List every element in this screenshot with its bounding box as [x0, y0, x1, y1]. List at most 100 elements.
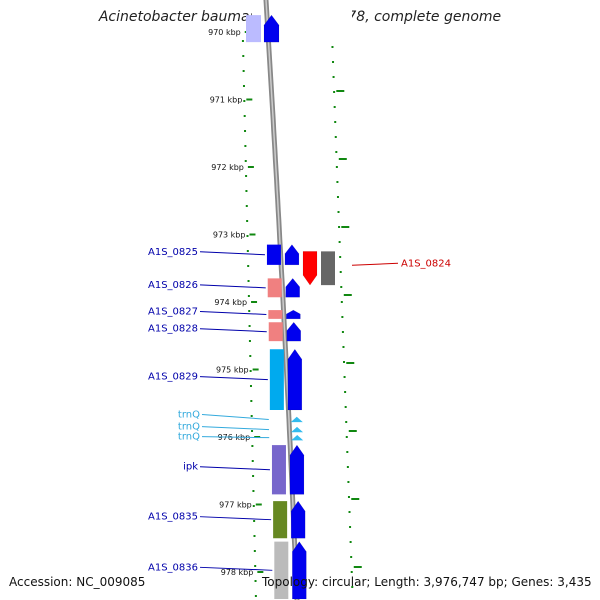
- right-track-dot: [348, 511, 351, 513]
- gene-leader-line: [199, 566, 273, 571]
- left-track-dot: [244, 160, 247, 162]
- right-track-dot: [339, 271, 342, 273]
- gene-label[interactable]: A1S_0827: [148, 306, 198, 317]
- gene-arrow-A1S_0826[interactable]: [285, 277, 300, 298]
- gene-cds-ipk[interactable]: [271, 445, 286, 495]
- right-track-dot: [351, 586, 354, 588]
- left-track-dot: [252, 490, 255, 492]
- right-track-dot: [350, 571, 353, 573]
- gene-arrow-trnQ[interactable]: [291, 426, 304, 433]
- gene-arrow-A1S_0824[interactable]: [302, 251, 318, 286]
- right-track-dash: [338, 158, 347, 160]
- right-track-dot: [342, 346, 345, 348]
- right-track-dot: [337, 211, 340, 213]
- right-track-dot: [343, 376, 346, 378]
- tick-mark: [257, 571, 264, 573]
- tick-mark: [252, 368, 259, 371]
- gene-arrow-trnQ[interactable]: [291, 434, 304, 441]
- feature-gene-arrow[interactable]: [263, 14, 280, 43]
- tick-label: 972 kbp: [211, 163, 244, 172]
- gene-leader-line: [199, 466, 270, 471]
- gene-cds-A1S_0825[interactable]: [266, 244, 281, 265]
- gene-leader-line: [199, 376, 268, 381]
- left-track-dot: [248, 325, 251, 327]
- feature-cds-bar[interactable]: [246, 15, 261, 43]
- tick-label: 971 kbp: [210, 96, 243, 105]
- left-track-dot: [251, 445, 254, 447]
- left-track-dot: [254, 565, 257, 567]
- right-track-dot: [347, 496, 350, 498]
- right-track-dot: [341, 316, 344, 318]
- tick-label: 975 kbp: [216, 366, 249, 375]
- left-track-dot: [246, 235, 249, 237]
- left-track-dot: [251, 460, 254, 462]
- left-track-dot: [245, 190, 248, 192]
- right-track-dash: [336, 90, 345, 92]
- gene-label[interactable]: A1S_0825: [148, 247, 198, 258]
- right-track-dot: [338, 226, 341, 228]
- gene-cds-A1S_0826[interactable]: [267, 278, 282, 298]
- gene-arrow-A1S_0828[interactable]: [286, 321, 301, 342]
- right-track-dot: [335, 151, 338, 153]
- gene-cds-A1S_0824[interactable]: [321, 251, 335, 286]
- left-track-dot: [254, 595, 257, 597]
- right-track-dot: [332, 61, 335, 63]
- gene-cds-A1S_0835[interactable]: [273, 501, 288, 539]
- gene-leader-line: [351, 262, 399, 266]
- right-track-dot: [344, 406, 347, 408]
- gene-label[interactable]: A1S_0826: [148, 280, 198, 291]
- gene-label[interactable]: A1S_0824: [401, 258, 451, 269]
- left-track-dot: [245, 175, 248, 177]
- left-track-dot: [248, 340, 251, 342]
- right-track-dot: [334, 136, 337, 138]
- left-track-dot: [242, 55, 245, 57]
- left-track-dot: [241, 40, 244, 42]
- gene-label[interactable]: trnQ: [178, 422, 200, 433]
- gene-label[interactable]: ipk: [183, 462, 198, 473]
- right-track-dash: [353, 566, 362, 568]
- gene-label[interactable]: A1S_0836: [148, 562, 198, 573]
- left-track-dot: [247, 265, 250, 267]
- left-track-dot: [253, 535, 256, 537]
- left-track-dot: [253, 550, 256, 552]
- right-track-dot: [340, 301, 343, 303]
- gene-arrow-A1S_0836[interactable]: [292, 541, 307, 600]
- right-track-dash: [346, 362, 355, 364]
- left-track-dot: [242, 70, 245, 72]
- gene-leader-line: [199, 328, 267, 333]
- left-track-dot: [251, 430, 254, 432]
- gene-cds-A1S_0827[interactable]: [268, 310, 283, 319]
- gene-arrow-A1S_0825[interactable]: [284, 244, 300, 266]
- gene-cds-A1S_0836[interactable]: [274, 541, 289, 599]
- gene-arrow-trnQ[interactable]: [290, 416, 303, 423]
- right-track-dash: [343, 294, 352, 296]
- gene-leader-line: [201, 413, 269, 420]
- gene-arrow-A1S_0827[interactable]: [286, 309, 301, 320]
- tick-label: 977 kbp: [219, 501, 252, 510]
- right-track-dot: [349, 526, 352, 528]
- gene-label[interactable]: A1S_0835: [148, 512, 198, 523]
- gene-cds-A1S_0829[interactable]: [269, 349, 284, 410]
- right-track-dot: [333, 91, 336, 93]
- gene-arrow-A1S_0829[interactable]: [287, 348, 303, 411]
- tick-mark: [255, 503, 262, 506]
- right-track-dot: [334, 121, 337, 123]
- gene-arrow-A1S_0835[interactable]: [290, 500, 306, 539]
- gene-label[interactable]: trnQ: [178, 432, 200, 443]
- gene-label[interactable]: A1S_0828: [148, 324, 198, 335]
- tick-label: 973 kbp: [213, 231, 246, 240]
- left-track-dot: [249, 355, 252, 357]
- right-track-dot: [341, 331, 344, 333]
- right-track-dash: [341, 226, 350, 228]
- gene-cds-A1S_0828[interactable]: [268, 322, 283, 342]
- right-track-dot: [339, 256, 342, 258]
- right-track-dot: [336, 181, 339, 183]
- left-track-dot: [247, 280, 250, 282]
- right-track-dot: [338, 241, 341, 243]
- left-track-dot: [249, 370, 252, 372]
- gene-arrow-ipk[interactable]: [289, 444, 305, 495]
- gene-label[interactable]: trnQ: [178, 409, 200, 420]
- feature-cds-divider: [261, 15, 264, 43]
- gene-label[interactable]: A1S_0829: [148, 372, 198, 383]
